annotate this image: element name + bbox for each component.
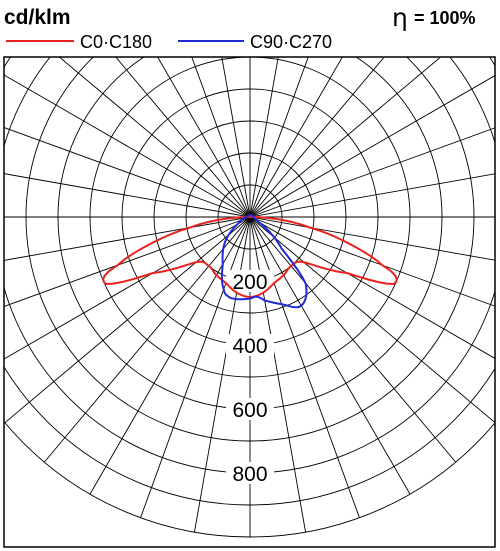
intensity-curves xyxy=(102,214,398,309)
grid-spoke xyxy=(249,75,495,218)
radial-tick-label: 600 xyxy=(232,399,267,422)
grid-spoke xyxy=(221,57,251,218)
grid-spoke xyxy=(249,216,495,307)
grid-spoke xyxy=(249,216,495,261)
grid-spoke xyxy=(43,216,251,463)
tick-label-bg xyxy=(226,334,274,356)
grid-spoke xyxy=(193,216,251,533)
efficiency-symbol: η xyxy=(392,3,408,32)
grid-spoke xyxy=(4,216,251,261)
radial-tick-labels: 200 400 600 800 xyxy=(226,270,274,486)
grid-spoke xyxy=(249,216,495,424)
grid-spoke xyxy=(249,127,495,218)
grid-spoke xyxy=(58,57,251,218)
grid-spoke xyxy=(4,74,251,218)
grid-spoke xyxy=(249,173,495,218)
grid-spoke xyxy=(4,216,251,308)
grid-spoke xyxy=(249,216,360,518)
grid-spoke xyxy=(4,173,251,218)
tick-label-bg xyxy=(226,462,274,484)
radial-tick-label: 400 xyxy=(232,335,267,358)
legend-label-c0-c180: C0·C180 xyxy=(80,32,152,52)
grid-spoke xyxy=(4,216,251,424)
grid-spoke xyxy=(249,216,307,533)
grid-spoke xyxy=(249,216,457,463)
grid-spoke xyxy=(249,57,309,218)
grid-spoke xyxy=(249,57,442,218)
legend: C0·C180 C90·C270 xyxy=(6,32,332,52)
radial-tick-label: 200 xyxy=(232,271,267,294)
tick-label-bg xyxy=(226,398,274,420)
curve-c90-c270 xyxy=(220,214,308,309)
grid-spoke xyxy=(157,57,251,218)
grid-spoke xyxy=(249,57,385,218)
grid-spoke xyxy=(249,216,411,495)
grid-spoke xyxy=(249,216,495,359)
efficiency-value: = 100% xyxy=(414,8,476,28)
unit-title: cd/klm xyxy=(4,6,71,29)
legend-label-c90-c270: C90·C270 xyxy=(250,32,332,52)
grid-spoke xyxy=(191,57,251,218)
grid-spoke xyxy=(249,57,343,218)
grid-spoke xyxy=(4,216,251,360)
grid-spoke xyxy=(249,57,279,218)
grid-spoke xyxy=(4,126,251,218)
grid-spoke xyxy=(115,57,251,218)
grid-spoke xyxy=(140,216,251,518)
radial-tick-label: 800 xyxy=(232,463,267,486)
tick-label-bg xyxy=(226,270,274,292)
